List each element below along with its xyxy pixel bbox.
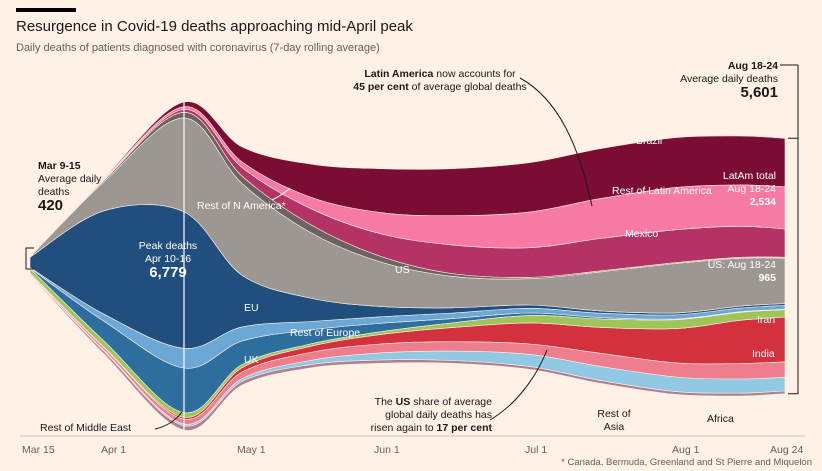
label-rest-latam: Rest of Latin America (612, 185, 712, 197)
stream-layers (29, 101, 786, 431)
chart-subtitle: Daily deaths of patients diagnosed with … (16, 42, 380, 54)
annotation-us-share: The US share of average global daily dea… (352, 396, 492, 435)
latam-total-value: 2,534 (749, 196, 776, 208)
latam-total-2: Aug 18-24 (727, 183, 776, 195)
peak-value: 6,779 (149, 264, 187, 281)
middle-east-leader-line (154, 411, 183, 430)
march-date: Mar 9-15 (38, 160, 81, 172)
us-share-bold: US (395, 396, 411, 408)
label-rest-asia: Rest of Asia (592, 408, 636, 434)
label-brazil: Brazil (636, 135, 663, 147)
us-share-1: The (374, 396, 393, 408)
header-rule (16, 8, 76, 12)
aug-date: Aug 18-24 (727, 60, 778, 72)
us-share-3: global daily deaths has (385, 409, 492, 421)
rest-n-america-leader-line (271, 187, 291, 201)
label-rest-n-america: Rest of N America* (197, 200, 286, 212)
march-label-2: deaths (38, 186, 70, 198)
latam-total-1: LatAm total (722, 170, 776, 182)
annotation-peak: Peak deaths Apr 10-16 6,779 (108, 240, 228, 281)
us-aug-1: US: Aug 18-24 (707, 259, 776, 271)
label-uk: UK (244, 354, 259, 366)
latam-bold-2: 45 per cent (353, 81, 409, 93)
march-bracket (25, 247, 34, 270)
peak-label-1: Peak deaths (138, 240, 198, 252)
us-aug-value: 965 (758, 272, 776, 284)
peak-label-2: Apr 10-16 (144, 253, 192, 265)
aug-label: Average daily deaths (680, 73, 778, 85)
annotation-march: Mar 9-15 Average daily deaths 420 (38, 160, 118, 214)
series-brazil (29, 101, 786, 257)
footnote: * Canada, Bermuda, Greenland and St Pier… (561, 457, 812, 468)
xtick-label: Mar 15 (22, 444, 55, 456)
latam-leader-line (519, 77, 593, 207)
annotation-latam-total: LatAm total Aug 18-24 2,534 (690, 170, 776, 209)
xtick-label: Aug 24 (770, 444, 804, 456)
label-rest-middle-east: Rest of Middle East (40, 422, 132, 434)
label-iran: Iran (757, 314, 776, 326)
aug-value: 5,601 (740, 84, 778, 101)
march-value: 420 (38, 197, 64, 214)
latam-bold: Latin America (364, 68, 434, 80)
xtick-label: Jun 1 (374, 444, 400, 456)
label-india: India (752, 348, 775, 360)
xtick-label: Apr 1 (101, 444, 127, 456)
xtick-label: May 1 (237, 444, 266, 456)
annotation-latam-share: Latin America now accounts for 45 per ce… (340, 68, 540, 94)
rest-asia-1: Rest of (597, 408, 631, 420)
label-us: US (395, 264, 410, 276)
latam-rest-1: now accounts for (436, 68, 516, 80)
label-rest-europe: Rest of Europe (290, 327, 361, 339)
us-share-2: share of average (413, 396, 492, 408)
annotation-us-aug: US: Aug 18-24 965 (690, 259, 776, 285)
label-mexico: Mexico (625, 228, 659, 240)
xtick-label: Jul 1 (525, 444, 548, 456)
march-label-1: Average daily (38, 173, 102, 185)
xtick-label: Aug 1 (672, 444, 700, 456)
us-share-leader-line (489, 349, 548, 421)
label-africa: Africa (707, 413, 734, 425)
latam-rest-2: of average global deaths (411, 81, 527, 93)
annotation-august: Aug 18-24 Average daily deaths 5,601 (640, 60, 778, 101)
august-bracket (788, 137, 799, 395)
us-share-bold-2: 17 per cent (436, 422, 492, 434)
chart-title: Resurgence in Covid-19 deaths approachin… (16, 18, 413, 35)
rest-asia-2: Asia (603, 421, 625, 433)
guide-lines (20, 64, 805, 437)
us-share-4: risen again to (370, 422, 434, 434)
label-eu: EU (244, 302, 259, 314)
